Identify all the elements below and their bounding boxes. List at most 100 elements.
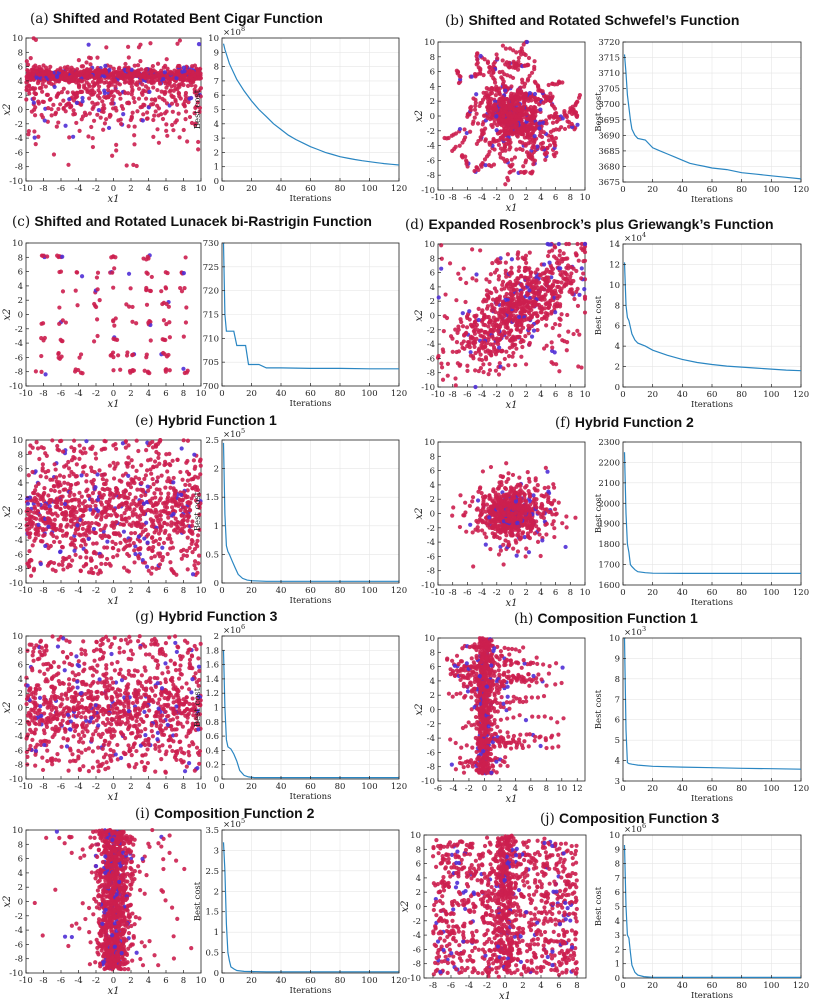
scatter-point — [556, 241, 561, 247]
scatter-point — [143, 492, 148, 498]
scatter-point — [45, 254, 50, 259]
scatter-point — [574, 252, 579, 257]
scatter-point — [550, 325, 555, 331]
scatter-point — [104, 117, 109, 122]
scatter-point — [127, 522, 132, 527]
scatter-point — [41, 492, 46, 497]
scatter-point — [565, 119, 570, 124]
scatter-point — [56, 91, 61, 96]
scatter-point — [86, 42, 91, 47]
scatter-point — [485, 105, 491, 110]
scatter-point — [523, 143, 528, 148]
scatter-point — [56, 351, 61, 357]
scatter-point — [462, 332, 467, 337]
scatter-point — [514, 303, 519, 309]
scatter-point — [577, 292, 582, 297]
scatter-point — [80, 99, 85, 104]
scatter-point — [516, 114, 522, 119]
scatter-point — [183, 117, 188, 122]
scatter-point — [179, 81, 184, 87]
scatter-point — [439, 266, 444, 271]
scatter-point — [69, 536, 74, 541]
scatter-point — [503, 88, 508, 93]
panel-function-name: Expanded Rosenbrock’s plus Griewangk’s F… — [428, 216, 774, 232]
scatter-point — [483, 355, 489, 360]
y-tick-label: -8 — [427, 171, 435, 181]
scatter-point — [42, 485, 47, 491]
scatter-point — [150, 565, 155, 570]
scatter-point — [94, 541, 99, 546]
scatter-point — [498, 103, 503, 108]
scatter-point — [514, 327, 519, 332]
scatter-point — [142, 560, 148, 565]
scatter-point — [142, 73, 147, 78]
scatter-point — [38, 497, 43, 502]
scatter-point — [131, 541, 136, 546]
scatter-point — [87, 96, 92, 101]
scatter-point — [111, 319, 116, 324]
scatter-point — [554, 150, 559, 155]
scatter-point — [87, 111, 92, 116]
scatter-point — [467, 309, 472, 314]
scatter-point — [192, 559, 198, 564]
scatter-point — [501, 114, 506, 119]
x-tick-label: -2 — [92, 184, 100, 194]
scatter-point — [113, 541, 118, 547]
scatter-point — [54, 535, 59, 540]
scatter-point — [142, 476, 147, 482]
scatter-point — [111, 368, 116, 373]
scatter-point — [138, 75, 143, 80]
scatter-point — [175, 530, 180, 535]
scatter-point — [183, 96, 189, 102]
scatter-point — [196, 42, 202, 47]
y-axis-label: Best cost — [594, 295, 604, 335]
scatter-point — [489, 302, 494, 307]
x-tick-label: 100 — [361, 389, 377, 399]
a-scatter-points — [24, 36, 204, 169]
scatter-point — [183, 495, 188, 500]
scatter-point — [83, 531, 88, 536]
x-tick-label: 4 — [538, 193, 543, 203]
scatter-point — [176, 503, 181, 509]
y-axis-label: x2 — [414, 309, 425, 321]
scatter-point — [43, 84, 48, 89]
y-tick-label: -6 — [427, 156, 435, 166]
scatter-point — [538, 130, 543, 135]
scatter-point — [169, 84, 174, 89]
scatter-point — [519, 306, 524, 311]
scatter-point — [24, 517, 29, 522]
scatter-point — [581, 259, 586, 264]
scatter-point — [58, 337, 63, 342]
scatter-point — [86, 55, 92, 60]
scatter-point — [84, 489, 89, 494]
scatter-point — [104, 80, 109, 85]
scatter-point — [132, 530, 138, 536]
scatter-point — [519, 46, 524, 51]
scatter-point — [96, 70, 102, 76]
scatter-point — [166, 515, 171, 520]
scatter-point — [525, 116, 530, 122]
scatter-point — [130, 304, 135, 310]
scatter-point — [129, 84, 134, 89]
scatter-point — [151, 544, 156, 550]
scatter-point — [59, 438, 64, 443]
scatter-point — [24, 80, 29, 85]
scatter-point — [114, 148, 119, 153]
panel-label: (d) — [405, 217, 429, 233]
scatter-point — [503, 132, 508, 137]
scatter-point — [183, 255, 188, 260]
scatter-point — [71, 108, 76, 113]
panel-c-title: (c) Shifted and Rotated Lunacek bi-Rastr… — [12, 213, 372, 230]
scatter-point — [439, 361, 444, 366]
scatter-point — [159, 289, 164, 294]
scatter-point — [512, 102, 517, 107]
scatter-point — [517, 49, 523, 54]
scatter-point — [146, 532, 151, 537]
scatter-point — [498, 146, 504, 151]
scatter-point — [135, 487, 140, 492]
scatter-point — [509, 265, 514, 270]
scatter-point — [67, 493, 72, 498]
panel-d-title: (d) Expanded Rosenbrock’s plus Griewangk… — [405, 216, 774, 233]
scatter-point — [189, 120, 195, 126]
scatter-point — [54, 124, 59, 129]
